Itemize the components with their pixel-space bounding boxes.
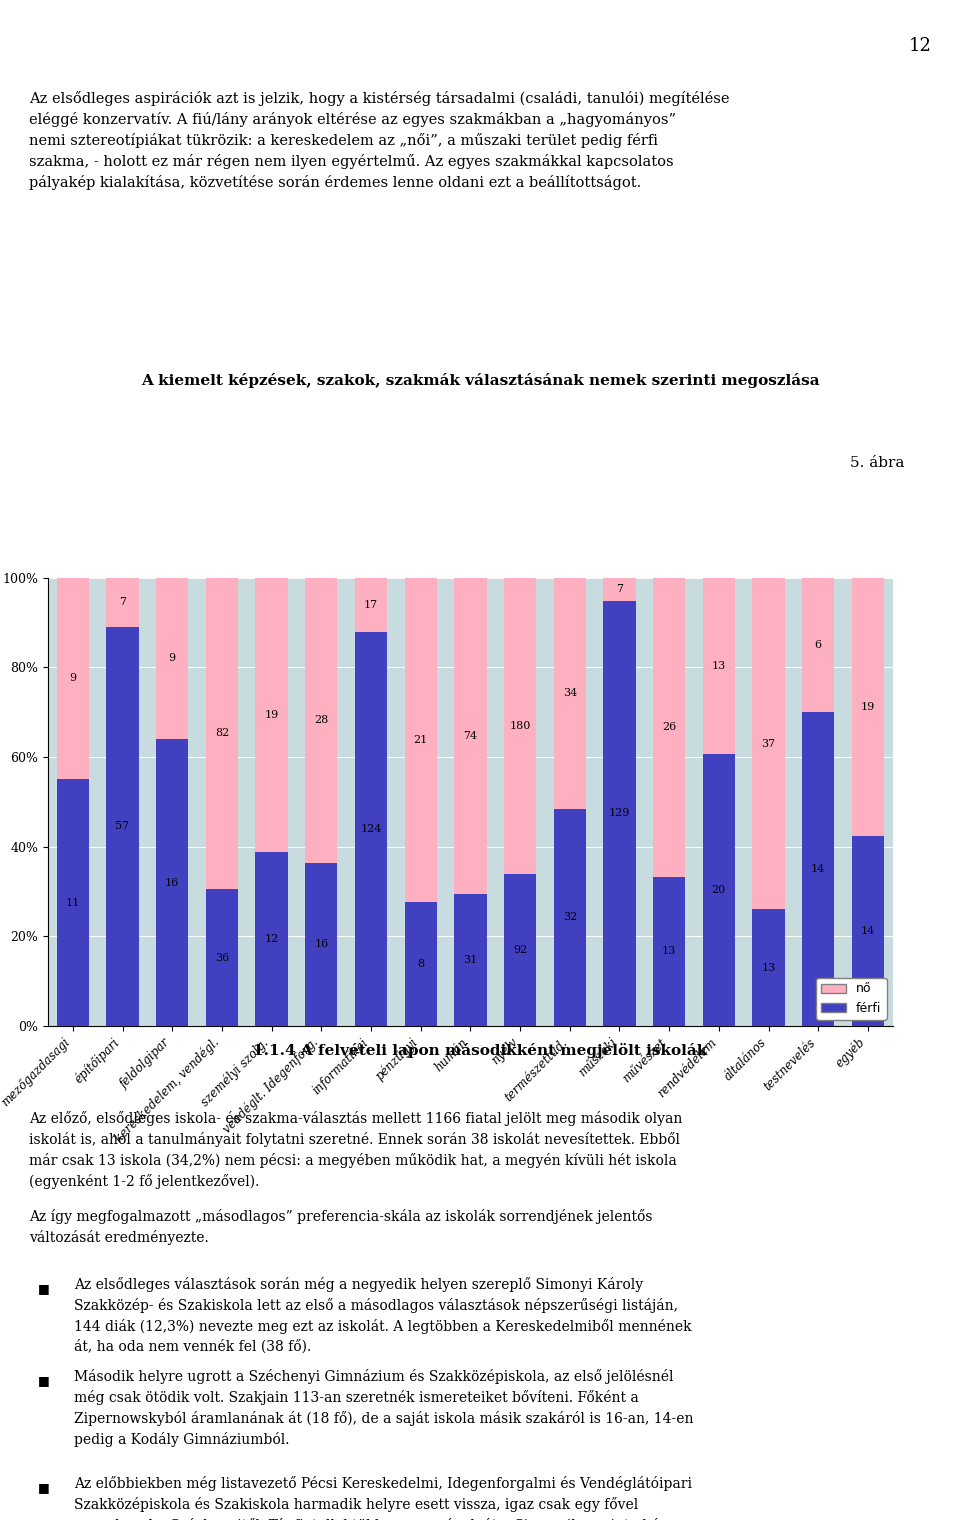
Bar — [57, 780, 89, 1026]
Bar — [753, 578, 784, 909]
Text: 36: 36 — [215, 953, 229, 962]
Text: ■: ■ — [37, 1374, 50, 1388]
Bar — [205, 889, 238, 1026]
Text: 9: 9 — [169, 654, 176, 663]
Text: 13: 13 — [662, 947, 676, 956]
Text: 16: 16 — [165, 877, 180, 888]
Text: 6: 6 — [815, 640, 822, 651]
Text: 32: 32 — [563, 912, 577, 923]
Text: 13: 13 — [761, 962, 776, 973]
Text: 28: 28 — [314, 716, 328, 725]
Bar — [703, 754, 735, 1026]
Text: ■: ■ — [37, 1281, 50, 1295]
Bar — [852, 836, 884, 1026]
Text: 17: 17 — [364, 599, 378, 610]
Bar — [404, 578, 437, 903]
Text: 37: 37 — [761, 739, 776, 748]
Bar — [107, 578, 138, 626]
Text: Az elsődleges választások során még a negyedik helyen szereplő Simonyi Károly
Sz: Az elsődleges választások során még a ne… — [74, 1277, 691, 1354]
Text: 82: 82 — [215, 728, 229, 739]
Text: 21: 21 — [414, 736, 428, 745]
Text: 13: 13 — [711, 661, 726, 670]
Bar — [803, 711, 834, 1026]
Bar — [454, 894, 487, 1026]
Bar — [603, 600, 636, 1026]
Text: 5. ábra: 5. ábra — [850, 456, 904, 470]
Bar — [205, 578, 238, 889]
Bar — [156, 578, 188, 739]
Text: 31: 31 — [464, 955, 477, 965]
Text: 12: 12 — [265, 935, 278, 944]
Text: 12: 12 — [908, 36, 931, 55]
Bar — [355, 578, 387, 632]
Bar — [803, 578, 834, 711]
Bar — [653, 877, 685, 1026]
Text: 20: 20 — [711, 885, 726, 895]
Text: 7: 7 — [616, 584, 623, 594]
Text: 124: 124 — [360, 824, 382, 834]
Bar — [454, 578, 487, 894]
Bar — [305, 578, 338, 863]
Text: 74: 74 — [464, 731, 477, 740]
Text: ■: ■ — [37, 1480, 50, 1494]
Bar — [255, 578, 288, 853]
Bar — [504, 578, 537, 874]
Text: 129: 129 — [609, 809, 630, 818]
Text: 180: 180 — [510, 720, 531, 731]
Text: Az előző, elsődleges iskola- és szakma-választás mellett 1166 fiatal jelölt meg : Az előző, elsődleges iskola- és szakma-v… — [29, 1111, 683, 1190]
Text: 14: 14 — [811, 863, 826, 874]
Text: 57: 57 — [115, 821, 130, 831]
Bar — [753, 909, 784, 1026]
Bar — [305, 863, 338, 1026]
Text: 7: 7 — [119, 597, 126, 606]
Text: 8: 8 — [418, 959, 424, 970]
Bar — [703, 578, 735, 754]
Text: 16: 16 — [314, 939, 328, 950]
Bar — [504, 874, 537, 1026]
Text: Második helyre ugrott a Széchenyi Gimnázium és Szakközépiskola, az első jelölésn: Második helyre ugrott a Széchenyi Gimnáz… — [74, 1370, 693, 1447]
Bar — [404, 903, 437, 1026]
Text: 92: 92 — [513, 945, 527, 955]
Bar — [156, 739, 188, 1026]
Text: 14: 14 — [861, 926, 876, 936]
Text: 19: 19 — [265, 710, 278, 720]
Text: 9: 9 — [69, 673, 77, 684]
Text: 11: 11 — [65, 898, 80, 907]
Bar — [255, 853, 288, 1026]
Legend: nő, férfi: nő, férfi — [816, 977, 886, 1020]
Bar — [554, 578, 586, 809]
Text: 34: 34 — [563, 689, 577, 698]
Bar — [554, 809, 586, 1026]
Bar — [603, 578, 636, 600]
Bar — [355, 632, 387, 1026]
Bar — [852, 578, 884, 836]
Text: Az elsődleges aspirációk azt is jelzik, hogy a kistérség társadalmi (családi, ta: Az elsődleges aspirációk azt is jelzik, … — [29, 91, 730, 190]
Bar — [653, 578, 685, 877]
Text: Az így megfogalmazott „másodlagos” preferencia-skála az iskolák sorrendjének jel: Az így megfogalmazott „másodlagos” prefe… — [29, 1208, 652, 1245]
Text: Az előbbiekben még listavezető Pécsi Kereskedelmi, Idegenforgalmi és Vendéglátói: Az előbbiekben még listavezető Pécsi Ker… — [74, 1476, 694, 1520]
Text: 1.1.4 A felvételi lapon másodikként megjelölt iskolák: 1.1.4 A felvételi lapon másodikként megj… — [252, 1043, 708, 1058]
Text: 26: 26 — [662, 722, 676, 733]
Bar — [57, 578, 89, 780]
Text: 19: 19 — [861, 702, 876, 711]
Bar — [107, 626, 138, 1026]
Text: A kiemelt képzések, szakok, szakmák választásának nemek szerinti megoszlása: A kiemelt képzések, szakok, szakmák vála… — [141, 374, 819, 388]
